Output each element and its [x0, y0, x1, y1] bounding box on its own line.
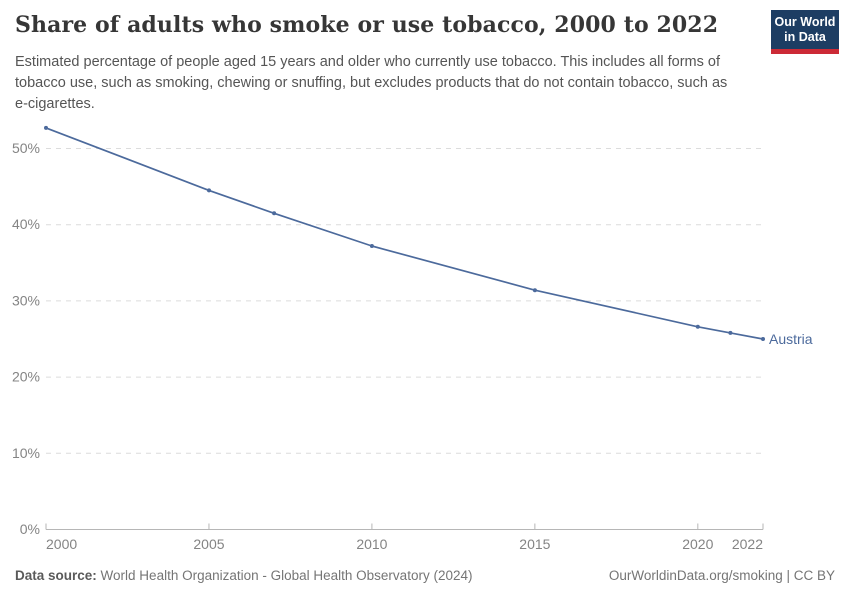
owid-logo-red-stripe [771, 49, 839, 54]
owid-logo-line2: in Data [784, 29, 826, 44]
x-tick-label: 2010 [356, 536, 387, 552]
data-point [695, 324, 700, 329]
x-tick-label: 2000 [46, 536, 77, 552]
data-point [369, 244, 374, 248]
page-title: Share of adults who smoke or use tobacco… [15, 12, 719, 38]
data-source: Data source: World Health Organization -… [15, 568, 472, 583]
data-source-text: World Health Organization - Global Healt… [100, 568, 473, 583]
y-tick-label: 30% [12, 292, 40, 308]
chart-subtitle: Estimated percentage of people aged 15 y… [15, 54, 728, 112]
y-tick-label: 50% [12, 140, 40, 156]
owid-logo-text: Our World in Data [771, 10, 839, 49]
owid-logo: Our World in Data [771, 10, 839, 54]
x-tick-label: 2005 [193, 536, 224, 552]
data-source-label: Data source: [15, 568, 97, 583]
data-point [44, 125, 48, 130]
data-point [272, 211, 277, 216]
data-point [207, 188, 211, 193]
y-tick-label: 20% [12, 369, 40, 385]
y-tick-label: 10% [12, 445, 40, 461]
owid-logo-line1: Our World [774, 14, 836, 29]
x-tick-label: 2015 [519, 536, 550, 552]
series-end-label: Austria [769, 331, 813, 347]
attribution-license: OurWorldinData.org/smoking | CC BY [608, 568, 835, 583]
data-point [728, 330, 733, 335]
x-tick-label: 2020 [682, 536, 713, 552]
y-tick-label: 40% [12, 216, 40, 232]
data-point [532, 288, 537, 293]
data-point [761, 337, 765, 341]
y-tick-label: 0% [20, 521, 40, 537]
x-tick-label: 2022 [732, 536, 763, 552]
chart-footer: Data source: World Health Organization -… [15, 568, 835, 583]
series-line [45, 127, 764, 340]
